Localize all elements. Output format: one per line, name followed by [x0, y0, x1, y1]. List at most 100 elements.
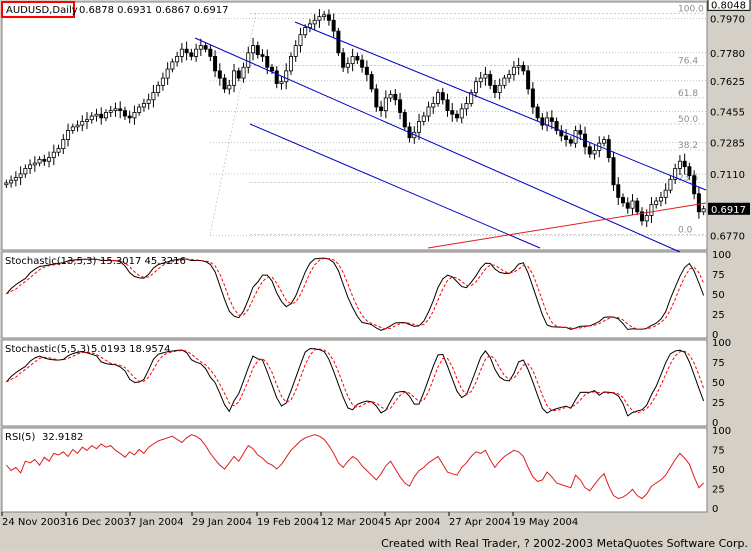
candle-body: [464, 103, 469, 110]
candle-body: [673, 168, 678, 180]
channel-lower-line: [249, 123, 541, 249]
candle-body: [554, 121, 559, 131]
rsi-panel[interactable]: [1, 427, 708, 513]
candle-body: [103, 112, 108, 119]
candle-body: [66, 130, 71, 140]
candle-body: [440, 92, 445, 101]
stoch1-values: 15.3017 45.3216: [100, 256, 186, 267]
candle-body: [345, 63, 350, 68]
candle-body: [658, 196, 663, 202]
regression-channel[interactable]: [194, 21, 707, 253]
fibonacci-label: 76.4: [678, 57, 698, 67]
candle-body: [398, 99, 403, 113]
stoch1-main-line: [6, 257, 705, 331]
rsi-line: [6, 434, 704, 500]
candle-body: [37, 159, 42, 164]
candle-body: [426, 106, 431, 117]
candle-body: [56, 148, 61, 153]
fibonacci-label: 23.6: [678, 173, 698, 183]
candle-body: [454, 113, 459, 119]
candle-body: [175, 56, 180, 63]
candle-body: [436, 92, 441, 104]
indicator-tick-label: 100: [712, 426, 731, 437]
x-tick-label: 7 Jan 2004: [130, 517, 184, 528]
indicator-tick-label: 25: [712, 310, 725, 321]
candle-body: [222, 77, 227, 90]
candle-body: [232, 70, 237, 86]
candle-body: [369, 74, 374, 90]
stoch1-label: Stochastic(13,5,3): [5, 256, 96, 267]
stoch1-signal-line: [6, 257, 705, 330]
stoch2-signal-line: [6, 348, 705, 414]
candle-body: [70, 126, 75, 131]
candle-body: [469, 92, 474, 104]
indicator-tick-label: 50: [712, 378, 725, 389]
candle-body: [421, 115, 426, 122]
candle-body: [194, 48, 199, 57]
candle-body: [564, 135, 569, 140]
candle-body: [322, 14, 327, 18]
x-tick-label: 19 May 2004: [513, 517, 578, 528]
stoch2-main-line: [6, 348, 705, 417]
stoch2-panel[interactable]: [1, 339, 708, 427]
candle-body: [360, 59, 365, 68]
candle-body: [61, 139, 66, 149]
candle-body: [526, 70, 531, 90]
candle-body: [374, 88, 379, 108]
candle-body: [94, 113, 99, 117]
candle-body: [663, 189, 668, 198]
trend-line: [427, 202, 707, 249]
candle-body: [284, 70, 289, 83]
candle-body: [644, 215, 649, 222]
candle-body: [298, 34, 303, 46]
stochastic-5-5-3: 100 75 50 25 0: [6, 338, 731, 429]
indicator-tick-label: 75: [712, 358, 725, 369]
candle-body: [364, 66, 369, 75]
symbol-box: [1, 1, 75, 18]
x-tick-label: 24 Nov 2003: [2, 517, 66, 528]
candle-body: [80, 121, 85, 126]
fibonacci-label: 50.0: [678, 115, 698, 125]
x-axis: 24 Nov 2003 16 Dec 2003 7 Jan 2004 29 Jan 2…: [1, 512, 578, 528]
stoch2-values: 5.0193 18.9574: [91, 344, 171, 355]
candle-body: [511, 66, 516, 75]
price-panel[interactable]: [1, 1, 708, 251]
candle-body: [122, 110, 127, 117]
candle-body: [274, 70, 279, 84]
candle-body: [241, 66, 246, 79]
candle-body: [549, 117, 554, 122]
fibonacci-label: 38.2: [678, 141, 698, 151]
channel-middle-line: [194, 37, 681, 253]
candle-body: [312, 19, 317, 25]
fibonacci-label: 0.0: [678, 225, 693, 235]
candle-body: [151, 92, 156, 101]
candle-body: [28, 164, 33, 169]
indicator-tick-label: 75: [712, 270, 725, 281]
candle-body: [184, 48, 189, 54]
ohlc-values: 0.6878 0.6931 0.6867 0.6917: [79, 5, 229, 16]
candle-body: [654, 200, 659, 206]
symbol-label: AUDUSD,Daily: [6, 5, 78, 16]
candle-body: [635, 200, 640, 213]
fibonacci-levels: 100.0 76.4 61.8 50.0 38.2 23.6 0.0: [209, 4, 706, 235]
candle-body: [530, 88, 535, 108]
candle-body: [99, 113, 104, 119]
stoch2-label: Stochastic(5,5,3): [5, 344, 90, 355]
candle-body: [307, 23, 312, 28]
candle-body: [18, 173, 23, 178]
candle-body: [127, 115, 132, 119]
price-tick-label: 0.7285: [710, 138, 745, 149]
candle-body: [246, 52, 251, 68]
candle-body: [602, 139, 607, 144]
candle-body: [649, 204, 654, 216]
candle-body: [23, 168, 28, 175]
candle-body: [47, 157, 52, 162]
candle-body: [251, 45, 256, 54]
price-tick-label: 0.7625: [710, 77, 745, 88]
candle-body: [108, 110, 113, 113]
candle-body: [592, 149, 597, 155]
candle-body: [236, 70, 241, 79]
stoch1-panel[interactable]: [1, 251, 708, 339]
candle-body: [165, 68, 170, 79]
candle-body: [483, 74, 488, 79]
